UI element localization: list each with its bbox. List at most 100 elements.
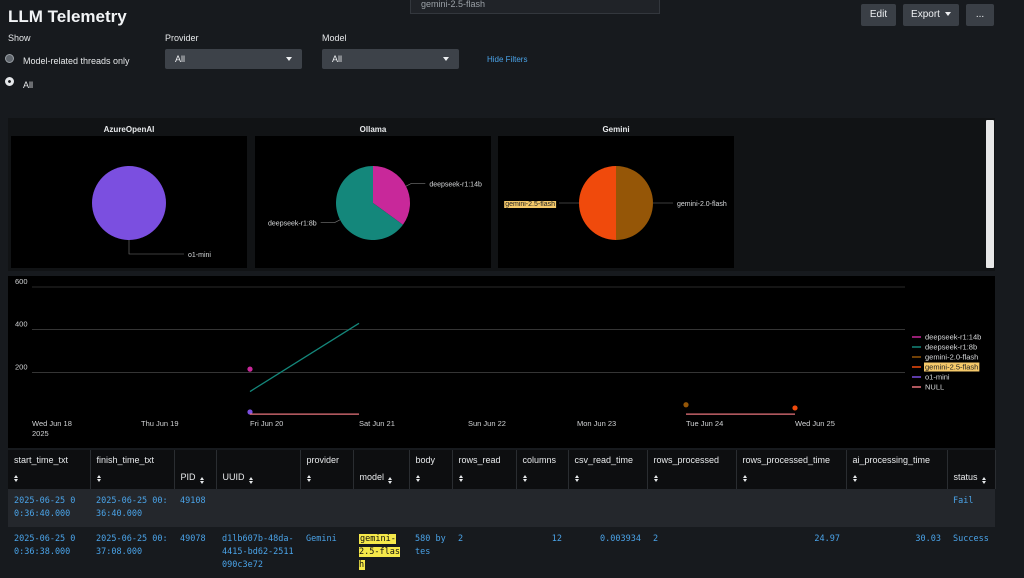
table-row: 2025-06-25 00:36:40.000 2025-06-25 00:36:…: [8, 489, 995, 527]
caret: [944, 12, 951, 17]
table-cell: [846, 489, 947, 527]
more-button[interactable]: ...: [966, 4, 994, 26]
x-tick-label: Sat Jun 21: [359, 419, 395, 428]
column-header[interactable]: body: [409, 450, 453, 489]
table-cell: 2025-06-25 00:36:40.000: [90, 489, 174, 527]
radio[interactable]: [5, 77, 14, 86]
series-line: [249, 322, 360, 393]
export-button[interactable]: Export: [903, 4, 959, 26]
x-tick-label: Wed Jun 25: [795, 419, 835, 428]
legend-label: gemini-2.0-flash: [925, 353, 978, 362]
x-tick-label: Mon Jun 23: [577, 419, 616, 428]
chart-bg: [8, 276, 995, 448]
cell-text: 2: [653, 534, 659, 544]
model-select[interactable]: All: [322, 49, 459, 69]
radio-label[interactable]: Model-related threads only: [23, 56, 130, 66]
pie-label: deepseek-r1:8b: [268, 221, 317, 228]
header-text: rows_read: [458, 455, 501, 465]
column-header[interactable]: rows_processed: [647, 450, 737, 489]
header-row: start_time_txt finish_time_txt PID UUID prov…: [8, 450, 996, 489]
cell-text: gemini-2.5-flash: [359, 534, 400, 570]
scrollbar[interactable]: [986, 120, 994, 268]
data-point: [792, 405, 798, 411]
cell-text: 49078: [180, 534, 206, 544]
cell-text: d1lb607b-48da-4415-bd62-2511090c3e72: [222, 534, 294, 570]
data-point: [247, 366, 253, 372]
cell-text: 24.97: [814, 534, 840, 544]
provider-label: Provider: [165, 33, 199, 43]
pie-slice: [616, 166, 653, 240]
hide-filters-link[interactable]: Hide Filters: [487, 55, 528, 64]
header-text: PID: [180, 472, 196, 482]
column-header[interactable]: ai_processing_time: [846, 450, 948, 489]
provider-select[interactable]: All: [165, 49, 302, 69]
table-cell: [647, 489, 736, 527]
table-cell: 12: [516, 527, 568, 578]
export-label: Export: [911, 9, 940, 20]
cell-text: 12: [551, 534, 562, 544]
column-header[interactable]: UUID: [216, 450, 301, 489]
radio-label[interactable]: All: [23, 80, 34, 90]
model-label: Model: [322, 33, 347, 43]
data-point: [683, 402, 689, 408]
pie-label: o1-mini: [188, 252, 211, 259]
cell-text: 49108: [180, 496, 206, 506]
column-header[interactable]: columns: [516, 450, 569, 489]
table-cell: [568, 489, 647, 527]
header-text: columns: [522, 455, 557, 465]
radio[interactable]: [5, 54, 14, 63]
y-tick-label: 400: [15, 320, 28, 329]
pie-title: Ollama: [360, 125, 387, 134]
leader-line: [320, 219, 341, 223]
search-highlight: [504, 201, 557, 208]
column-header[interactable]: csv_read_time: [568, 450, 648, 489]
cell-text: Gemini: [306, 534, 337, 544]
pie-slice: [92, 166, 166, 240]
table-cell: Fail: [947, 489, 995, 527]
cell-text: 0.003934: [600, 534, 641, 544]
x-tick-label: Tue Jun 24: [686, 419, 723, 428]
column-header[interactable]: rows_read: [452, 450, 517, 489]
table-cell: 580 bytes: [409, 527, 452, 578]
table-cell: 2: [452, 527, 516, 578]
table-cell: 30.03: [846, 527, 947, 578]
column-header[interactable]: model: [353, 450, 410, 489]
select-value: All: [175, 54, 186, 64]
cell-text: 30.03: [915, 534, 941, 544]
header-text: ai_processing_time: [852, 455, 931, 465]
table-cell: [516, 489, 568, 527]
cell-text: Fail: [953, 496, 974, 506]
pie-label: gemini-2.5-flash: [505, 201, 555, 208]
table-cell: [736, 489, 846, 527]
table-cell: 49108: [174, 489, 216, 527]
table-cell: [353, 489, 409, 527]
table-row: 2025-06-25 00:36:38.000 2025-06-25 00:37:…: [8, 527, 995, 578]
table-cell: 2: [647, 527, 736, 578]
column-header[interactable]: rows_processed_time: [736, 450, 847, 489]
legend-label: o1-mini: [925, 373, 950, 382]
column-header[interactable]: start_time_txt: [8, 450, 91, 489]
line-chart: 200 400 600 Wed Jun 18 Thu Jun 19 Fri Jun 20 S…: [8, 276, 995, 448]
select-value: All: [332, 54, 343, 64]
column-header[interactable]: finish_time_txt: [90, 450, 175, 489]
pie-label: gemini-2.0-flash: [677, 201, 727, 208]
table-cell: [300, 489, 353, 527]
leader-line: [128, 240, 184, 255]
pie-slice: [373, 166, 410, 225]
header-text: provider: [306, 455, 340, 465]
column-header[interactable]: PID: [174, 450, 217, 489]
pie-charts: AzureOpenAI o1-mini Ollama deepseek-r1:14b d…: [11, 125, 734, 268]
x-year-label: 2025: [32, 429, 49, 438]
leader-line: [405, 183, 426, 187]
column-header[interactable]: provider: [300, 450, 354, 489]
legend-label: NULL: [925, 383, 944, 392]
data-point: [247, 409, 253, 415]
header-text: rows_processed: [653, 455, 720, 465]
table-cell: 2025-06-25 00:36:40.000: [8, 489, 90, 527]
search-box[interactable]: gemini-2.5-flash: [410, 0, 660, 14]
table-cell: [452, 489, 516, 527]
dashboard-title: LLM Telemetry: [8, 7, 127, 26]
x-tick-label: Sun Jun 22: [468, 419, 506, 428]
edit-button[interactable]: Edit: [861, 4, 896, 26]
column-header[interactable]: status: [947, 450, 996, 489]
